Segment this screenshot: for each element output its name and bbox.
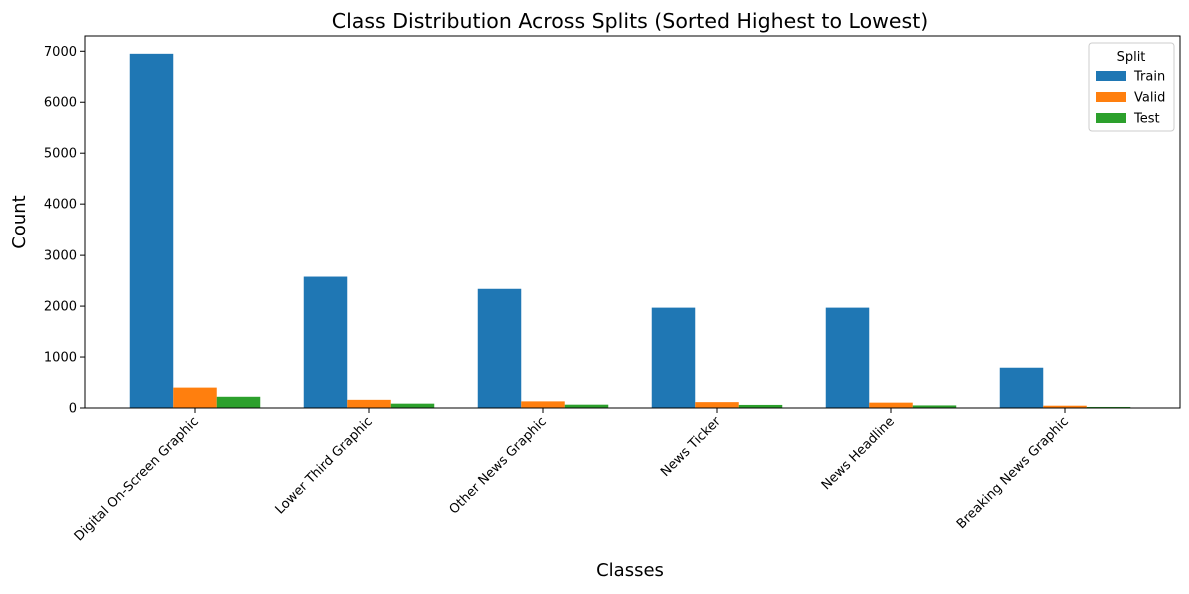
legend: Split Train Valid Test xyxy=(1088,42,1175,132)
y-tick-label: 4000 xyxy=(44,198,77,213)
bar-train-3 xyxy=(651,307,696,408)
bar-valid-5 xyxy=(1043,405,1087,408)
bar-valid-4 xyxy=(869,402,913,408)
bar-valid-0 xyxy=(173,387,217,408)
bar-test-1 xyxy=(390,403,435,408)
x-axis: Digital On-Screen Graphic Lower Third Gra… xyxy=(72,408,1072,544)
y-axis: 0 1000 2000 3000 4000 5000 6000 7000 xyxy=(44,45,85,417)
legend-frame xyxy=(1088,42,1175,132)
chart-title: Class Distribution Across Splits (Sorted… xyxy=(332,9,928,33)
bar-train-0 xyxy=(129,53,174,409)
bar-train-4 xyxy=(825,307,870,408)
bar-valid-2 xyxy=(521,401,565,408)
legend-swatch-train xyxy=(1096,71,1126,81)
legend-swatch-test xyxy=(1096,113,1126,123)
y-tick-label: 6000 xyxy=(44,96,77,111)
bars-layer xyxy=(129,53,1131,409)
bar-train-1 xyxy=(303,276,348,408)
legend-swatch-valid xyxy=(1096,92,1126,102)
x-tick-label: Other News Graphic xyxy=(447,414,550,517)
bar-valid-3 xyxy=(695,402,739,408)
bar-test-5 xyxy=(1086,406,1131,408)
x-tick-label: News Headline xyxy=(819,414,898,493)
bar-test-0 xyxy=(216,396,261,408)
y-tick-label: 2000 xyxy=(44,300,77,315)
x-axis-title: Classes xyxy=(596,560,664,581)
x-tick-label: Digital On-Screen Graphic xyxy=(72,414,202,544)
x-tick-label: News Ticker xyxy=(658,414,724,480)
bar-test-3 xyxy=(738,404,783,408)
bar-train-2 xyxy=(477,288,522,408)
y-axis-title: Count xyxy=(9,195,30,248)
legend-label-valid: Valid xyxy=(1134,91,1165,106)
bar-test-4 xyxy=(912,405,957,408)
y-tick-label: 0 xyxy=(69,402,77,417)
x-tick-label: Lower Third Graphic xyxy=(273,414,376,517)
legend-label-train: Train xyxy=(1133,70,1165,85)
legend-title: Split xyxy=(1117,50,1146,65)
x-tick-label: Breaking News Graphic xyxy=(954,414,1072,532)
plot-frame xyxy=(84,35,1181,409)
bar-valid-1 xyxy=(347,399,391,408)
legend-entries: Train Valid Test xyxy=(1096,70,1165,127)
y-tick-label: 1000 xyxy=(44,351,77,366)
legend-label-test: Test xyxy=(1133,112,1160,127)
y-tick-label: 5000 xyxy=(44,147,77,162)
y-tick-label: 3000 xyxy=(44,249,77,264)
bar-test-2 xyxy=(564,404,609,408)
bar-train-5 xyxy=(999,367,1044,408)
y-tick-label: 7000 xyxy=(44,45,77,60)
